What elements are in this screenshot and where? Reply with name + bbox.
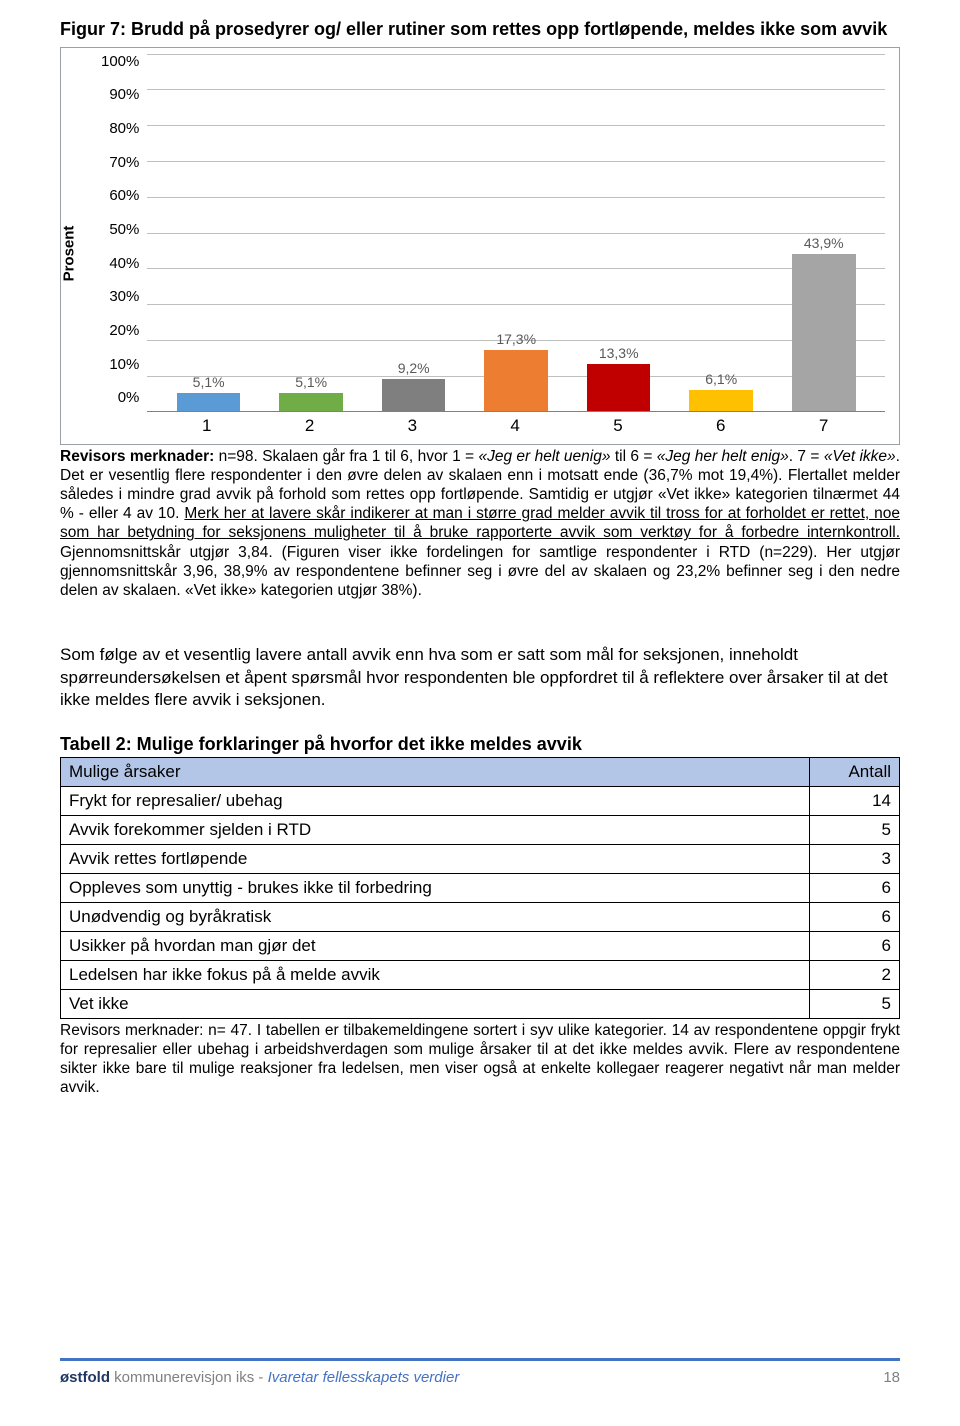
bar-slot: 9,2%: [362, 54, 465, 412]
page-footer: østfold kommunerevisjon iks - Ivaretar f…: [60, 1358, 900, 1386]
page-number: 18: [883, 1369, 900, 1386]
table-note-lead: Revisors merknader:: [60, 1022, 203, 1039]
table-title: Tabell 2: Mulige forklaringer på hvorfor…: [60, 734, 900, 755]
plot-area: 5,1% 5,1% 9,2% 17,3% 13,3% 6,1% 43,9%: [147, 54, 885, 412]
y-tick: 50%: [101, 222, 139, 237]
x-axis-ticks: 1234567: [145, 412, 885, 436]
table-note: Revisors merknader: n= 47. I tabellen er…: [60, 1021, 900, 1098]
y-tick: 70%: [101, 155, 139, 170]
col-count: Antall: [810, 757, 900, 786]
table-row: Avvik rettes fortløpende3: [61, 844, 900, 873]
bar: [279, 393, 343, 411]
y-tick: 90%: [101, 87, 139, 102]
table-row: Oppleves som unyttig - brukes ikke til f…: [61, 873, 900, 902]
body-paragraph: Som følge av et vesentlig lavere antall …: [60, 644, 900, 711]
bar-slot: 13,3%: [567, 54, 670, 412]
bar-value-label: 9,2%: [398, 360, 430, 376]
bar: [587, 364, 651, 412]
cell-reason: Unødvendig og byråkratisk: [61, 902, 810, 931]
footer-tagline: Ivaretar fellesskapets verdier: [268, 1369, 460, 1386]
y-tick: 100%: [101, 54, 139, 69]
x-tick: 7: [772, 416, 875, 436]
footer-left: østfold kommunerevisjon iks - Ivaretar f…: [60, 1369, 459, 1386]
cell-count: 2: [810, 960, 900, 989]
cell-reason: Frykt for represalier/ ubehag: [61, 786, 810, 815]
reasons-table: Mulige årsaker Antall Frykt for represal…: [60, 757, 900, 1019]
cell-count: 6: [810, 902, 900, 931]
cell-count: 6: [810, 873, 900, 902]
y-tick: 10%: [101, 357, 139, 372]
bar: [484, 350, 548, 412]
cell-reason: Usikker på hvordan man gjør det: [61, 931, 810, 960]
bar: [177, 393, 241, 411]
cell-reason: Avvik forekommer sjelden i RTD: [61, 815, 810, 844]
bar-value-label: 13,3%: [599, 345, 639, 361]
note-lead: Revisors merknader:: [60, 448, 214, 465]
cell-count: 6: [810, 931, 900, 960]
figure-title: Figur 7: Brudd på prosedyrer og/ eller r…: [60, 18, 900, 41]
footer-rule: [60, 1358, 900, 1361]
cell-reason: Ledelsen har ikke fokus på å melde avvik: [61, 960, 810, 989]
bar: [689, 390, 753, 412]
table-header-row: Mulige årsaker Antall: [61, 757, 900, 786]
bar-value-label: 43,9%: [804, 235, 844, 251]
table-row: Usikker på hvordan man gjør det6: [61, 931, 900, 960]
y-tick: 60%: [101, 188, 139, 203]
bar: [382, 379, 446, 412]
x-tick: 3: [361, 416, 464, 436]
bar-value-label: 5,1%: [193, 374, 225, 390]
x-tick: 4: [464, 416, 567, 436]
bar-value-label: 5,1%: [295, 374, 327, 390]
table-row: Frykt for represalier/ ubehag14: [61, 786, 900, 815]
footer-org2: kommunerevisjon iks: [110, 1369, 254, 1386]
x-tick: 1: [155, 416, 258, 436]
bar-slot: 5,1%: [157, 54, 260, 412]
bar-value-label: 6,1%: [705, 371, 737, 387]
y-tick: 0%: [101, 390, 139, 405]
figure-note: Revisors merknader: n=98. Skalaen går fr…: [60, 447, 900, 601]
footer-org1: østfold: [60, 1369, 110, 1386]
y-tick: 80%: [101, 121, 139, 136]
bar-value-label: 17,3%: [496, 331, 536, 347]
cell-count: 14: [810, 786, 900, 815]
col-reason: Mulige årsaker: [61, 757, 810, 786]
table-row: Unødvendig og byråkratisk6: [61, 902, 900, 931]
table-row: Ledelsen har ikke fokus på å melde avvik…: [61, 960, 900, 989]
bar: [792, 254, 856, 411]
cell-reason: Oppleves som unyttig - brukes ikke til f…: [61, 873, 810, 902]
bar-slot: 43,9%: [772, 54, 875, 412]
y-axis-label: Prosent: [61, 225, 78, 281]
x-tick: 6: [669, 416, 772, 436]
bar-chart: Prosent 100% 90% 80% 70% 60% 50% 40% 30% 20% 10% 0…: [60, 47, 900, 445]
cell-count: 5: [810, 815, 900, 844]
y-tick: 30%: [101, 289, 139, 304]
bar-slot: 5,1%: [260, 54, 363, 412]
footer-sep: -: [254, 1369, 267, 1386]
y-axis-ticks: 100% 90% 80% 70% 60% 50% 40% 30% 20% 10% 0%: [101, 54, 145, 406]
table-row: Avvik forekommer sjelden i RTD5: [61, 815, 900, 844]
y-tick: 40%: [101, 256, 139, 271]
cell-reason: Avvik rettes fortløpende: [61, 844, 810, 873]
bar-slot: 17,3%: [465, 54, 568, 412]
cell-count: 5: [810, 989, 900, 1018]
x-tick: 5: [567, 416, 670, 436]
y-tick: 20%: [101, 323, 139, 338]
cell-count: 3: [810, 844, 900, 873]
table-row: Vet ikke5: [61, 989, 900, 1018]
x-tick: 2: [258, 416, 361, 436]
cell-reason: Vet ikke: [61, 989, 810, 1018]
bar-slot: 6,1%: [670, 54, 773, 412]
